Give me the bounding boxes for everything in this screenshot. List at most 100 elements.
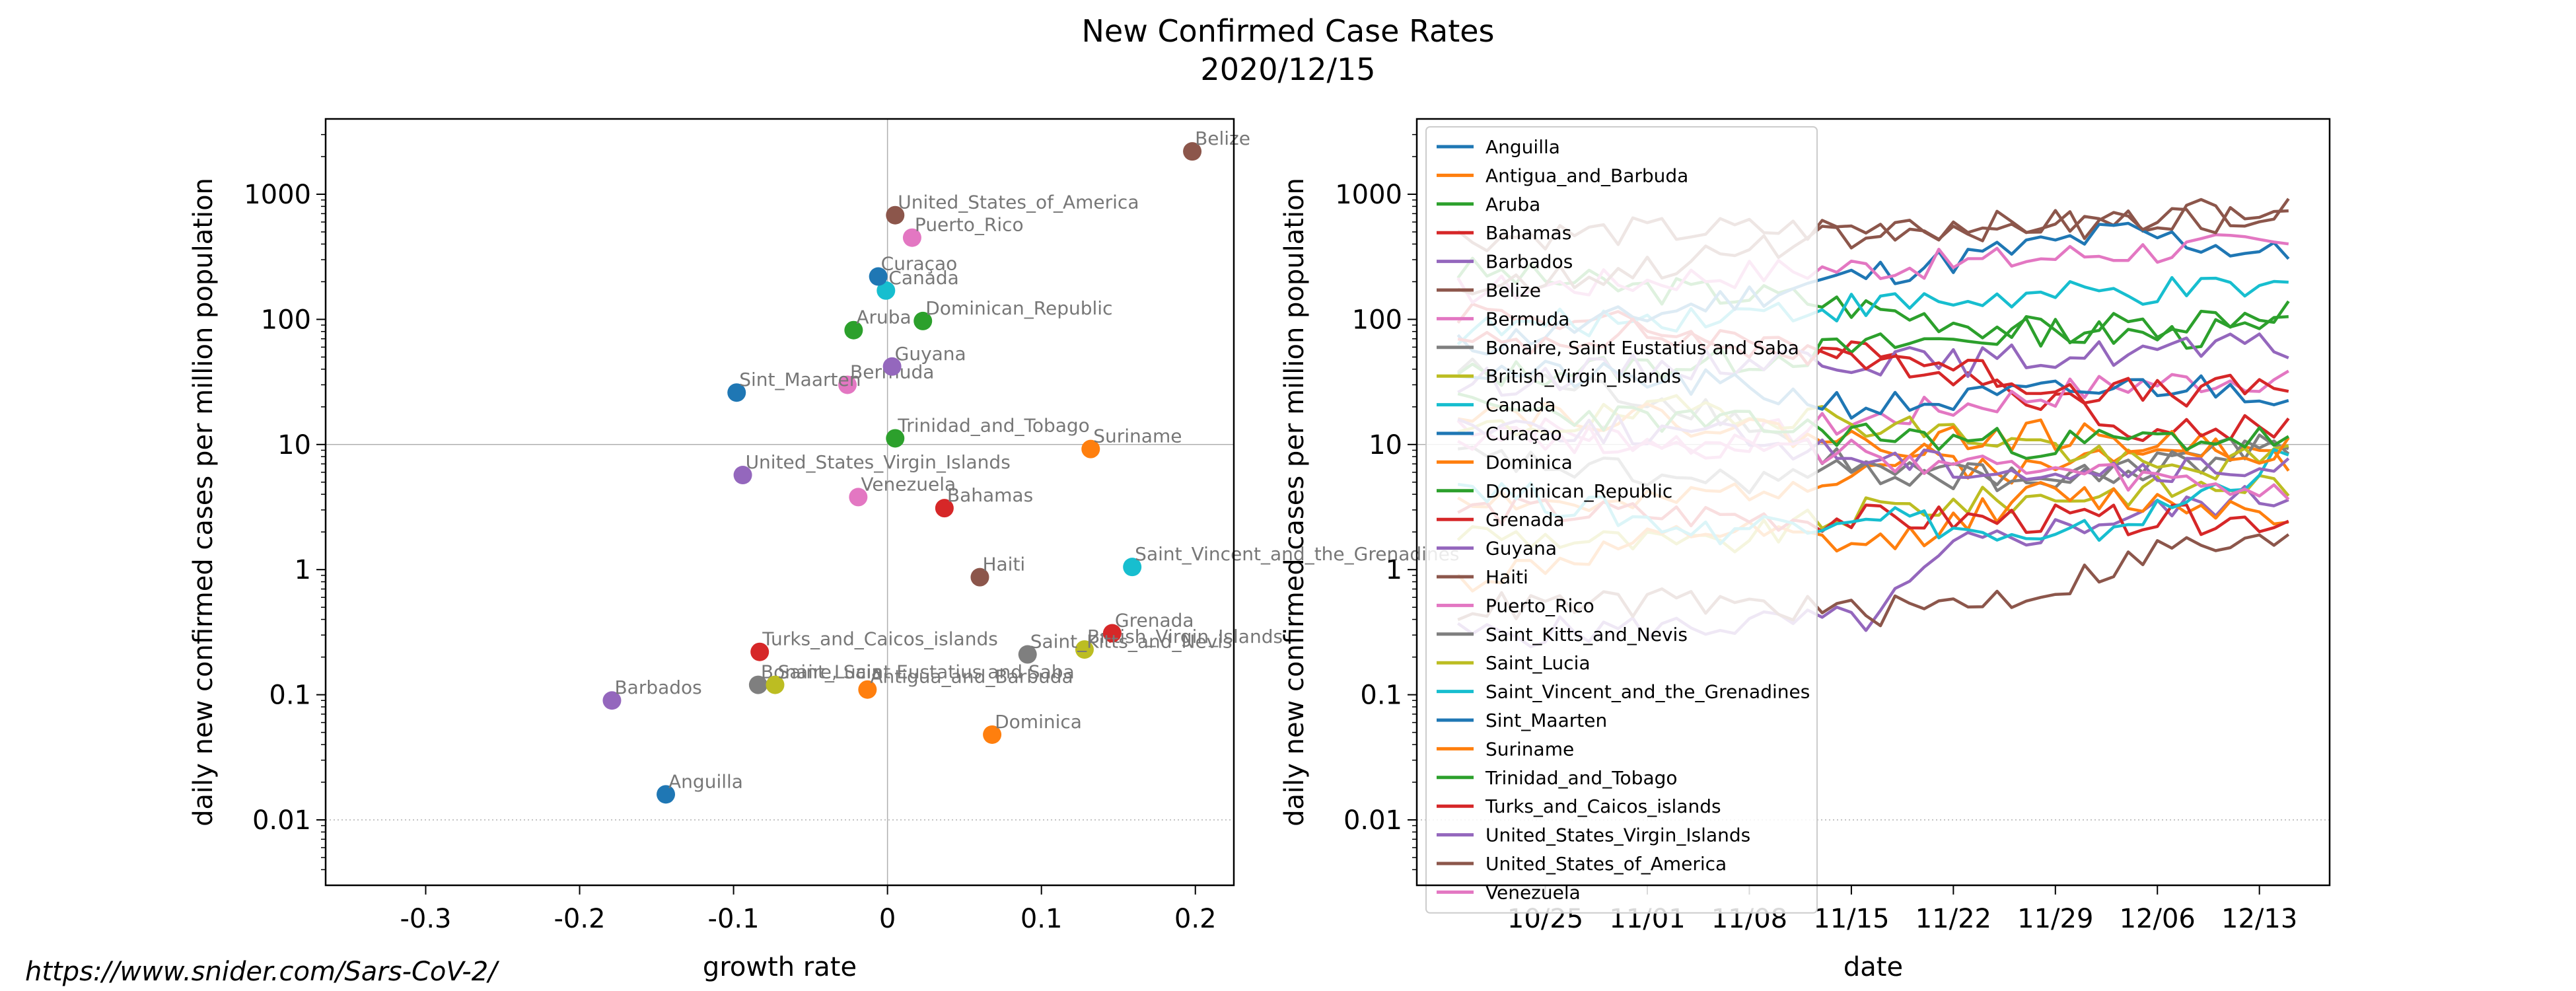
legend-box (1425, 126, 1818, 914)
point-label-trinidad-and-tobago: Trinidad_and_Tobago (897, 414, 1090, 436)
point-united-states-of-america (886, 205, 905, 225)
legend-label-trinidad-and-tobago: Trinidad_and_Tobago (1485, 767, 1678, 789)
point-label-aruba: Aruba (856, 307, 911, 328)
x-tick-label: 11/22 (1915, 904, 1991, 934)
point-label-united-states-of-america: United_States_of_America (898, 192, 1139, 213)
legend-label-united-states-of-america: United_States_of_America (1485, 853, 1727, 875)
y-axis-label: daily new confirmed cases per million po… (1279, 178, 1310, 826)
point-bahamas (935, 499, 954, 518)
chart-subtitle: 2020/12/15 (1200, 52, 1376, 87)
point-label-grenada: Grenada (1115, 610, 1194, 632)
legend-label-saint-lucia: Saint_Lucia (1485, 652, 1591, 674)
y-tick-label: 100 (261, 305, 311, 335)
point-label-united-states-virgin-islands: United_States_Virgin_Islands (746, 451, 1011, 473)
point-barbados (602, 691, 622, 710)
legend-label-grenada: Grenada (1485, 509, 1565, 531)
point-label-sint-maarten: Sint_Maarten (739, 369, 861, 390)
point-label-guyana: Guyana (895, 343, 966, 365)
point-grenada (1102, 624, 1122, 643)
x-tick-label: 11/29 (2017, 904, 2093, 934)
legend: Anguilla Antigua_and_Barbuda Aruba Bahamas B… (1425, 126, 1818, 914)
plot-frame (1415, 118, 2331, 887)
point-aruba (844, 320, 863, 340)
legend-label-aruba: Aruba (1485, 194, 1540, 215)
point-haiti (970, 568, 989, 587)
point-label-saint-kitts-and-nevis: Saint_Kitts_and_Nevis (1030, 631, 1233, 653)
point-label-saint-lucia: Saint_Lucia (778, 661, 883, 683)
legend-label-belize: Belize (1485, 279, 1541, 301)
point-trinidad-and-tobago (886, 429, 905, 448)
point-dominican-republic (913, 311, 933, 330)
y-tick-label: 1 (1386, 555, 1402, 585)
point-dominica (983, 725, 1002, 744)
point-label-haiti: Haiti (982, 554, 1025, 575)
plot-frame (324, 118, 1235, 887)
x-tick-label: -0.3 (400, 904, 451, 934)
y-tick-label: 0.1 (1360, 680, 1402, 711)
source-url: https://www.snider.com/Sars-CoV-2/ (25, 957, 497, 987)
legend-label-saint-kitts-and-nevis: Saint_Kitts_and_Nevis (1485, 624, 1688, 645)
x-tick-label: 0 (879, 904, 896, 934)
legend-label-bahamas: Bahamas (1485, 222, 1571, 244)
x-tick-label: 12/06 (2120, 904, 2196, 934)
point-anguilla (657, 785, 676, 804)
point-label-venezuela: Venezuela (861, 473, 956, 495)
point-saint-vincent-and-the-grenadines (1123, 558, 1142, 577)
point-sint-maarten (727, 383, 746, 402)
legend-label-anguilla: Anguilla (1485, 136, 1560, 158)
point-label-barbados: Barbados (614, 677, 701, 698)
point-turks-and-caicos-islands (750, 642, 769, 661)
legend-label-saint-vincent-and-the-grenadines: Saint_Vincent_and_the_Grenadines (1485, 681, 1810, 703)
point-label-belize: Belize (1195, 128, 1250, 149)
y-tick-label: 1000 (244, 180, 311, 210)
point-label-dominican-republic: Dominican_Republic (925, 297, 1112, 319)
point-label-antigua-and-barbuda: Antigua_and_Barbuda (870, 666, 1073, 688)
x-axis-label: date (1843, 952, 1903, 982)
point-label-saint-vincent-and-the-grenadines: Saint_Vincent_and_the_Grenadines (1135, 543, 1459, 565)
x-axis-label: growth rate (703, 952, 857, 982)
point-antigua-and-barbuda (858, 680, 877, 699)
legend-label-bonaire-saint-eustatius-and-saba: Bonaire, Saint Eustatius and Saba (1485, 337, 1799, 359)
legend-label-puerto-rico: Puerto_Rico (1485, 595, 1594, 616)
legend-label-suriname: Suriname (1485, 738, 1574, 760)
point-label-turks-and-caicos-islands: Turks_and_Caicos_islands (762, 628, 998, 650)
point-cura-ao (869, 267, 888, 286)
point-label-dominica: Dominica (995, 711, 1082, 733)
point-label-canada: Canada (888, 267, 959, 289)
legend-label-canada: Canada (1485, 394, 1556, 416)
legend-label-bermuda: Bermuda (1485, 308, 1569, 330)
legend-label-barbados: Barbados (1485, 251, 1573, 273)
y-tick-label: 10 (1369, 430, 1402, 460)
point-british-virgin-islands (1075, 640, 1094, 659)
y-tick-label: 1 (295, 555, 311, 585)
point-label-bahamas: Bahamas (947, 484, 1033, 506)
legend-label-turks-and-caicos-islands: Turks_and_Caicos_islands (1485, 795, 1721, 817)
point-label-anguilla: Anguilla (668, 770, 743, 792)
y-tick-label: 0.01 (1343, 805, 1402, 836)
y-axis-label: daily new confirmed cases per million po… (188, 178, 219, 826)
x-tick-label: 0.1 (1020, 904, 1063, 934)
legend-label-dominica: Dominica (1485, 451, 1573, 473)
point-belize (1183, 142, 1202, 161)
y-tick-label: 0.01 (252, 805, 311, 836)
x-tick-label: 12/13 (2221, 904, 2297, 934)
x-tick-label: -0.1 (708, 904, 760, 934)
x-tick-label: 11/15 (1813, 904, 1889, 934)
y-tick-label: 10 (277, 430, 311, 460)
y-tick-label: 100 (1352, 305, 1402, 335)
point-label-puerto-rico: Puerto_Rico (915, 214, 1024, 236)
chart-title: New Confirmed Case Rates (1081, 13, 1495, 49)
point-puerto-rico (902, 228, 921, 247)
figure-title: New Confirmed Case Rates 2020/12/15 (0, 12, 2576, 89)
point-label-bonaire-saint-eustatius-and-saba: Bonaire, Saint Eustatius and Saba (761, 661, 1075, 683)
y-tick-label: 0.1 (269, 680, 311, 711)
legend-label-dominican-republic: Dominican_Republic (1485, 480, 1672, 502)
point-guyana (882, 357, 902, 376)
x-tick-label: 0.2 (1174, 904, 1217, 934)
legend-label-sint-maarten: Sint_Maarten (1485, 710, 1607, 731)
plot-1: 0.01 0.1 1 10 100 1000 -0.3 -0.2 -0.1 0 0.1 0.2 grow… (188, 118, 1459, 982)
point-venezuela (849, 488, 868, 507)
point-label-suriname: Suriname (1093, 425, 1182, 447)
point-saint-lucia (766, 675, 785, 694)
